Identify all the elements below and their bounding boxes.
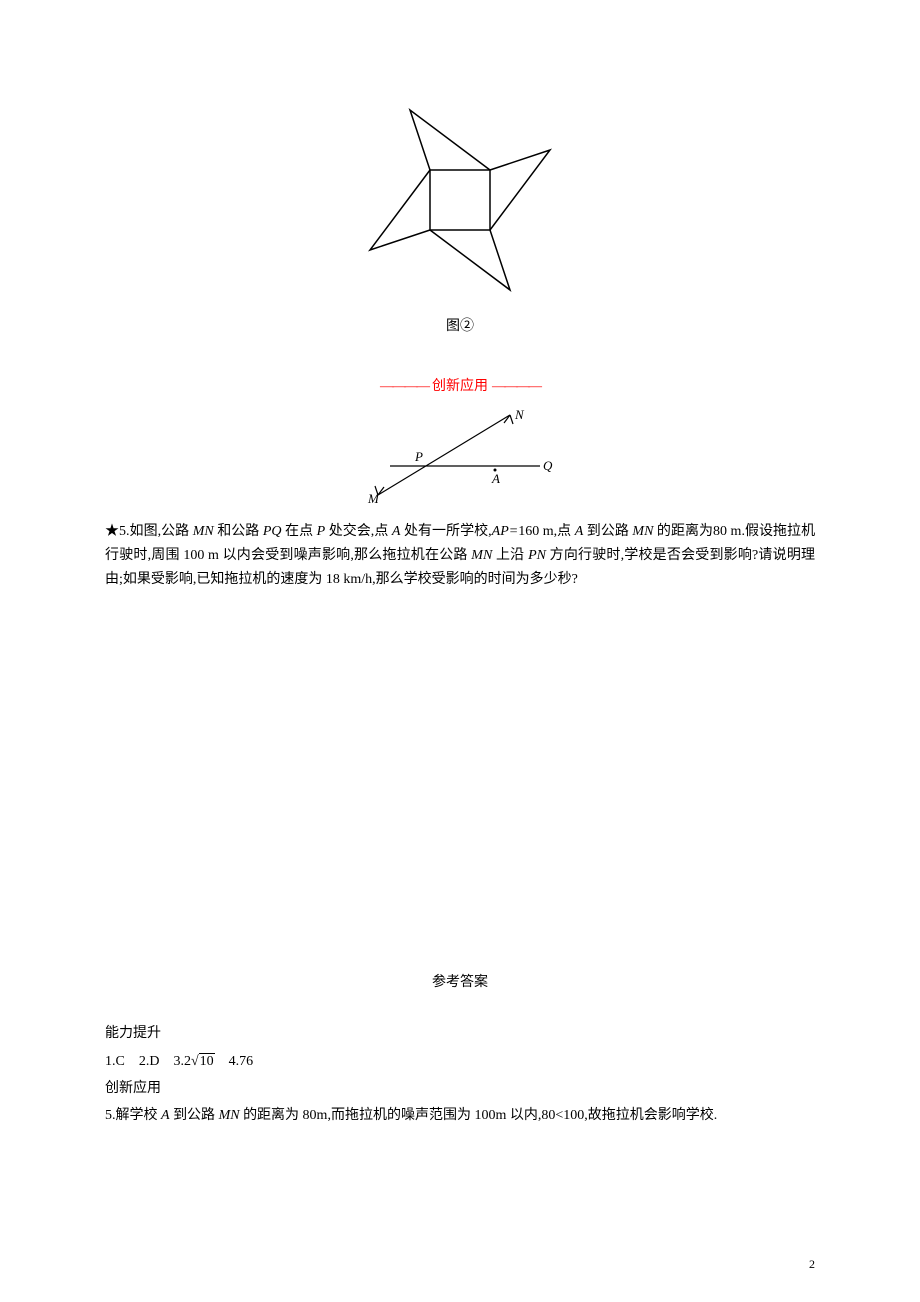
p5-t9: 上沿	[492, 548, 528, 563]
answers-section: 能力提升 1.C 2.D 3.2√10 4.76 创新应用 5.解学校 A 到公…	[105, 1021, 815, 1128]
ans5-a: A	[161, 1108, 170, 1123]
answers-section2-label: 创新应用	[105, 1076, 815, 1101]
p5-a2: A	[575, 524, 584, 539]
problem5-number: 5.	[119, 524, 130, 539]
ans5-p2: 到公路	[170, 1108, 219, 1123]
ans-sp2	[159, 1054, 173, 1069]
roads-diagram: N M P Q A	[360, 405, 560, 505]
divider-label: 创新应用	[428, 379, 492, 394]
ans1-num: 1.	[105, 1054, 116, 1069]
ans5-mn: MN	[219, 1108, 240, 1123]
ans2-val: D	[149, 1054, 159, 1069]
answers-line1: 1.C 2.D 3.2√10 4.76	[105, 1049, 815, 1074]
p5-ap: AP=	[492, 524, 519, 539]
p5-mn2: MN	[632, 524, 653, 539]
page-number: 2	[809, 1257, 815, 1272]
ans1-val: C	[116, 1054, 125, 1069]
star-icon: ★	[105, 524, 119, 539]
label-n: N	[514, 407, 525, 422]
p5-t2: 和公路	[214, 524, 263, 539]
figure2-container: N M P Q A	[105, 405, 815, 510]
p5-mn1: MN	[193, 524, 214, 539]
answers-section1-label: 能力提升	[105, 1021, 815, 1046]
label-a: A	[491, 471, 500, 486]
p5-pq1: PQ	[263, 524, 282, 539]
figure1-container	[105, 100, 815, 305]
ans5-p3: 的距离为 80m,而拖拉机的噪声范围为 100m 以内,80<100,故拖拉机会…	[240, 1108, 718, 1123]
divider-line-right: ————	[492, 379, 540, 394]
ans4-val: 76	[239, 1054, 253, 1069]
ans5-p1: 解学校	[116, 1108, 162, 1123]
p5-p: P	[317, 524, 326, 539]
p5-pn: PN	[528, 548, 546, 563]
label-p: P	[414, 449, 423, 464]
p5-mn3: MN	[471, 548, 492, 563]
ans-sp1	[125, 1054, 139, 1069]
p5-t6: 160 m,点	[518, 524, 575, 539]
answer5-text: 5.解学校 A 到公路 MN 的距离为 80m,而拖拉机的噪声范围为 100m …	[105, 1103, 815, 1128]
ans3-radicand: 10	[199, 1053, 215, 1069]
p5-t7: 到公路	[583, 524, 632, 539]
ans3-num: 3.	[173, 1054, 184, 1069]
pinwheel-figure	[360, 100, 560, 300]
label-q: Q	[543, 458, 553, 473]
ans2-num: 2.	[139, 1054, 150, 1069]
figure1-caption: 图②	[105, 315, 815, 335]
divider-line-left: ————	[380, 379, 428, 394]
section-divider: ————创新应用————	[105, 375, 815, 395]
ans-sp3	[215, 1054, 229, 1069]
p5-t4: 处交会,点	[325, 524, 392, 539]
p5-t3: 在点	[282, 524, 317, 539]
problem5-text: ★5.如图,公路 MN 和公路 PQ 在点 P 处交会,点 A 处有一所学校,A…	[105, 520, 815, 591]
ans4-num: 4.	[229, 1054, 240, 1069]
sqrt-icon: √10	[191, 1049, 215, 1074]
label-m: M	[367, 491, 380, 505]
ans3-coef: 2	[184, 1054, 191, 1069]
p5-t1: 如图,公路	[130, 524, 193, 539]
answers-heading: 参考答案	[105, 971, 815, 991]
p5-t5: 处有一所学校,	[400, 524, 491, 539]
ans5-num: 5.	[105, 1108, 116, 1123]
